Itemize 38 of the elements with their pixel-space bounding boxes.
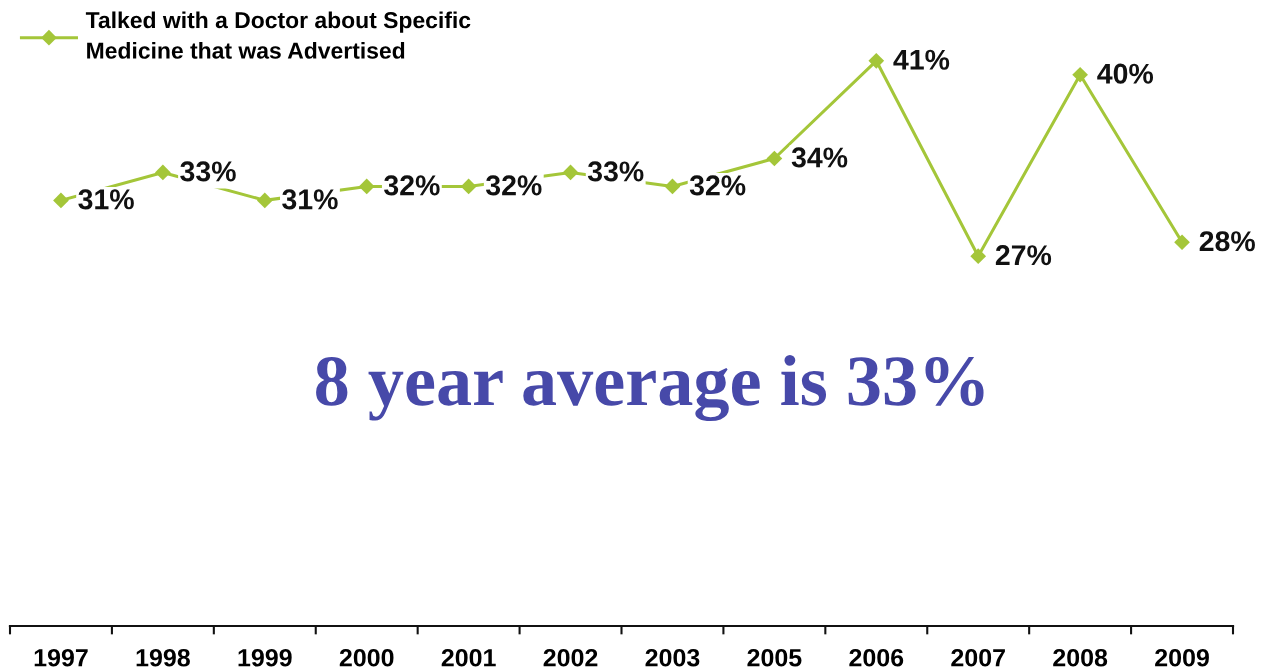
x-tick-label: 2002: [543, 648, 598, 667]
point: [358, 178, 375, 195]
legend-label: Talked with a Doctor about Specific Medicine that was Advertised: [85, 11, 471, 59]
data-label: 28%: [1199, 231, 1255, 252]
data-label: 32%: [689, 175, 746, 196]
point: [155, 164, 171, 181]
data-label: 40%: [1097, 63, 1154, 84]
x-tick-label: 1998: [136, 648, 190, 667]
x-tick-label: 2000: [339, 648, 394, 667]
point: [970, 248, 987, 265]
text: 8 year average is 33%: [316, 354, 984, 421]
point: [1174, 234, 1190, 251]
point: [868, 52, 885, 69]
point: [766, 150, 783, 167]
x-tick-label: 2003: [645, 648, 700, 667]
data-label: 34%: [791, 147, 848, 168]
x-tick-label: 2005: [747, 648, 802, 667]
data-label: 33%: [180, 161, 236, 182]
x-tick-label: 2001: [441, 648, 496, 667]
point: [562, 164, 579, 181]
x-tick-label: 2009: [1155, 648, 1209, 667]
data-label: 32%: [485, 175, 542, 196]
x-tick-label: 2006: [849, 648, 904, 667]
x-tick-label: 2008: [1053, 648, 1108, 667]
point: [664, 178, 681, 195]
x-tick-label: 1999: [238, 648, 292, 667]
x-tick-label: 1997: [34, 648, 88, 667]
point: [460, 178, 477, 195]
data-label: 32%: [384, 175, 440, 196]
data-label: 31%: [282, 189, 338, 210]
point: [53, 192, 69, 209]
point: [256, 192, 273, 209]
point: [1072, 66, 1088, 83]
data-label: 33%: [587, 161, 644, 182]
x-tick-label: 2007: [951, 648, 1005, 667]
data-label: 31%: [78, 189, 134, 210]
data-label: 27%: [995, 245, 1052, 266]
data-label: 41%: [893, 49, 950, 70]
